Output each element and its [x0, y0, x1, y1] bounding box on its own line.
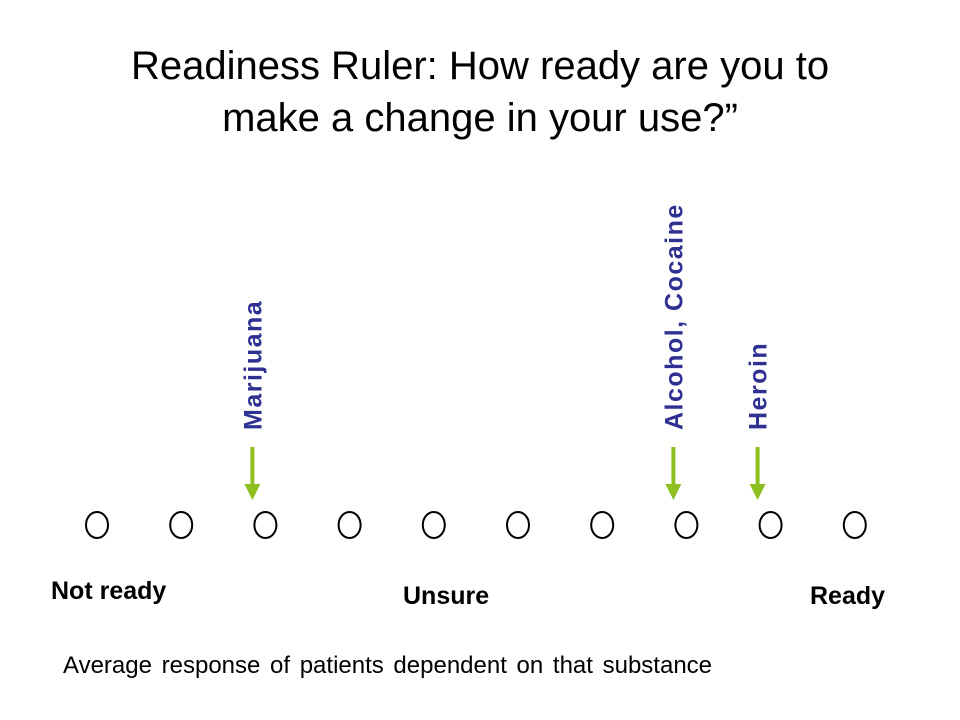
scale-point-9: [758, 511, 783, 539]
anchor-ready: Ready: [810, 582, 886, 610]
marker-arrow-head-heroin: [749, 484, 766, 500]
marker-arrow-head-alcohol-cocaine: [665, 484, 682, 500]
scale-point-10: [842, 511, 867, 539]
scale-point-6: [506, 511, 530, 539]
marker-arrow-head-marijuana: [244, 484, 261, 500]
marker-label-alcohol-cocaine: Alcohol, Cocaine: [660, 203, 688, 430]
substance-markers: Marijuana Alcohol, Cocaine Heroin: [239, 203, 773, 500]
anchor-not-ready: Not ready: [51, 577, 167, 605]
anchor-unsure: Unsure: [403, 582, 490, 610]
scale-point-5: [421, 511, 446, 539]
scale-point-1: [85, 511, 109, 539]
caption: Average response of patients dependent o…: [63, 652, 713, 679]
marker-label-marijuana: Marijuana: [239, 300, 267, 430]
scale-point-8: [674, 511, 699, 539]
scale-point-2: [169, 511, 194, 539]
scale-point-7: [590, 511, 615, 539]
marker-label-heroin: Heroin: [745, 342, 773, 430]
title-line-1: Readiness Ruler: How ready are you to: [130, 44, 830, 88]
scale-point-3: [253, 511, 278, 539]
scale-point-4: [337, 511, 362, 539]
scale-circles: [85, 511, 867, 539]
slide-title: Readiness Ruler: How ready are you to ma…: [60, 40, 900, 144]
title-line-2: make a change in your use?”: [222, 96, 738, 140]
